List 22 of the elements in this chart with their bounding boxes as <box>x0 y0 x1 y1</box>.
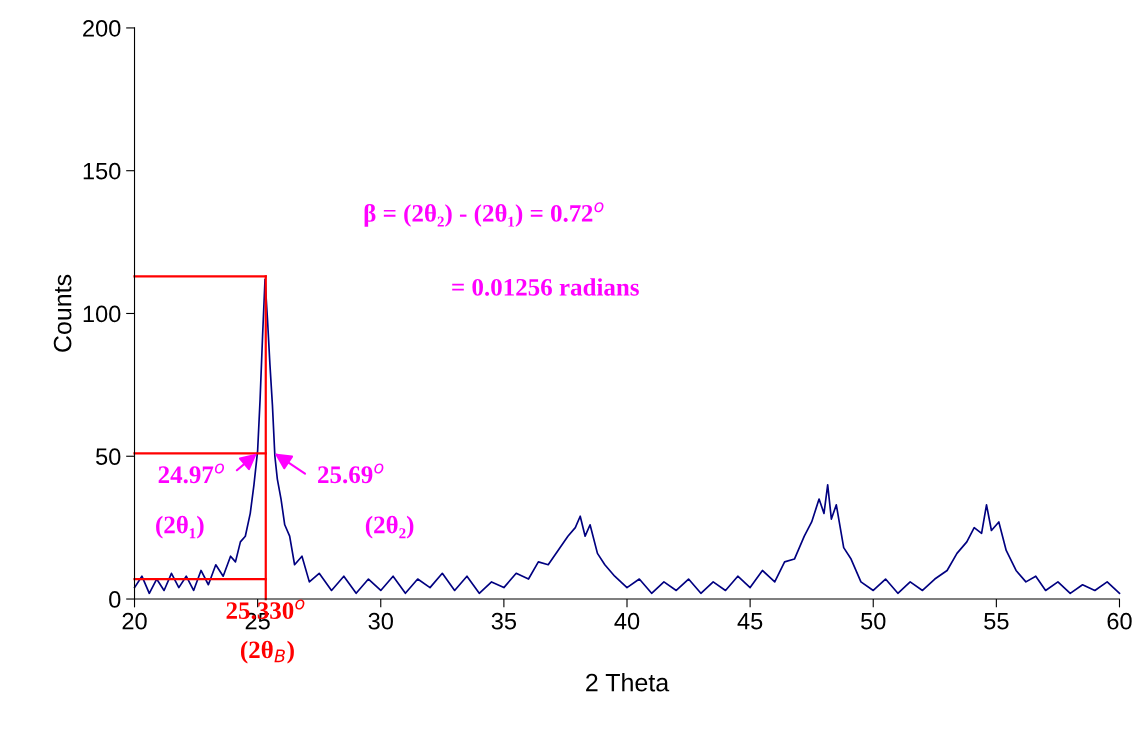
x-tick-label: 35 <box>491 612 517 630</box>
x-axis-title: 2 Theta <box>586 673 670 692</box>
annotation: (2θ₂) <box>365 515 414 539</box>
x-tick-label: 30 <box>368 612 393 630</box>
x-tick-label: 45 <box>737 613 763 630</box>
y-axis-title: Counts <box>53 274 72 352</box>
x-tick-label: 55 <box>984 613 1009 630</box>
text: (2θ$_{B}$) <box>240 640 294 664</box>
annotation: β = (2θ₂) - (2θ₁) = 0.72$^{o}$ <box>364 202 604 227</box>
annotation: 25.69$^{o}$ <box>318 463 384 484</box>
y-tick-label: 100 <box>83 305 121 323</box>
annotation: 24.97$^{o}$ <box>158 463 225 484</box>
x-tick-label: 40 <box>614 612 640 630</box>
annotation: (2θ₁) <box>156 515 204 539</box>
y-tick-label: 0 <box>109 591 121 608</box>
annotation: = 0.01256 radians <box>452 278 639 296</box>
x-tick-label: 20 <box>122 612 147 630</box>
y-tick-label: 150 <box>83 162 121 180</box>
y-tick-label: 50 <box>96 448 121 466</box>
x-tick-label: 50 <box>861 612 886 630</box>
y-tick-label: 200 <box>83 20 121 37</box>
x-tick-label: 60 <box>1107 612 1132 630</box>
